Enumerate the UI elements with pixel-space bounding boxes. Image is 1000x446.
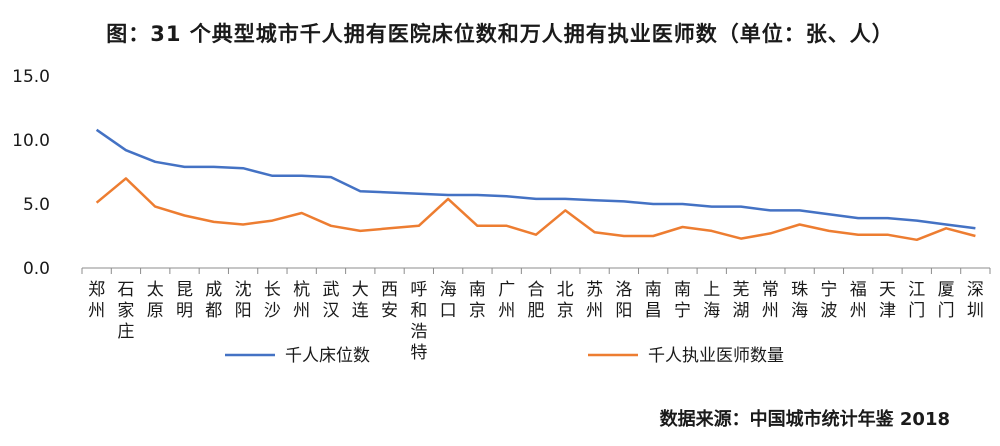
x-category-label: 常州: [762, 280, 779, 321]
x-category-label: 上海: [703, 280, 720, 321]
x-category-label: 西安: [381, 280, 398, 321]
series-line-1: [95, 128, 976, 230]
x-category-label: 宁波: [820, 280, 837, 321]
x-category-label: 成都: [205, 280, 222, 321]
x-category-label: 南京: [469, 280, 486, 321]
x-category-label: 昆明: [176, 280, 193, 321]
x-category-label: 珠海: [791, 280, 808, 321]
series-lines: [95, 128, 976, 242]
data-source-note: 数据来源：中国城市统计年鉴 2018: [659, 409, 950, 430]
x-category-label: 天津: [879, 280, 896, 321]
x-category-label: 芜湖: [733, 280, 750, 321]
chart-axes: [81, 267, 991, 274]
chart-title: 图：31 个典型城市千人拥有医院床位数和万人拥有执业医师数（单位：张、人）: [106, 22, 894, 46]
x-category-label: 杭州: [293, 280, 310, 321]
x-category-label: 南昌: [645, 280, 662, 321]
x-category-label: 海口: [440, 280, 457, 321]
x-category-label: 太原: [147, 280, 164, 321]
y-tick-label: 5.0: [23, 195, 50, 215]
x-category-labels: 郑州石家庄太原昆明成都沈阳长沙杭州武汉大连西安呼和浩特海口南京广州合肥北京苏州洛…: [88, 280, 984, 363]
x-category-label: 合肥: [528, 280, 545, 321]
x-category-label: 沈阳: [235, 280, 252, 321]
x-category-label: 厦门: [938, 280, 955, 321]
x-category-label: 南宁: [674, 280, 691, 321]
y-tick-label: 10.0: [12, 131, 50, 151]
legend: 千人床位数 千人执业医师数量: [225, 346, 784, 366]
x-category-label: 郑州: [88, 280, 105, 321]
x-category-label: 武汉: [322, 280, 339, 321]
y-tick-label: 0.0: [23, 259, 50, 279]
x-category-label: 大连: [352, 280, 369, 321]
legend-label-1: 千人床位数: [285, 346, 370, 366]
x-category-label: 江门: [908, 280, 925, 321]
y-tick-label: 15.0: [12, 67, 50, 87]
x-category-label: 长沙: [264, 280, 281, 321]
x-category-label: 福州: [850, 280, 867, 321]
x-category-label: 北京: [557, 280, 574, 321]
x-category-label: 石家庄: [117, 280, 134, 342]
x-category-label: 广州: [498, 280, 515, 321]
x-category-label: 苏州: [586, 280, 603, 321]
y-tick-labels: 0.0 5.0 10.0 15.0: [12, 67, 50, 279]
x-category-label: 洛阳: [615, 280, 632, 321]
series-line-2: [95, 177, 976, 242]
x-category-label: 呼和浩特: [410, 280, 427, 363]
x-category-label: 深圳: [967, 280, 984, 321]
legend-label-2: 千人执业医师数量: [648, 346, 784, 366]
